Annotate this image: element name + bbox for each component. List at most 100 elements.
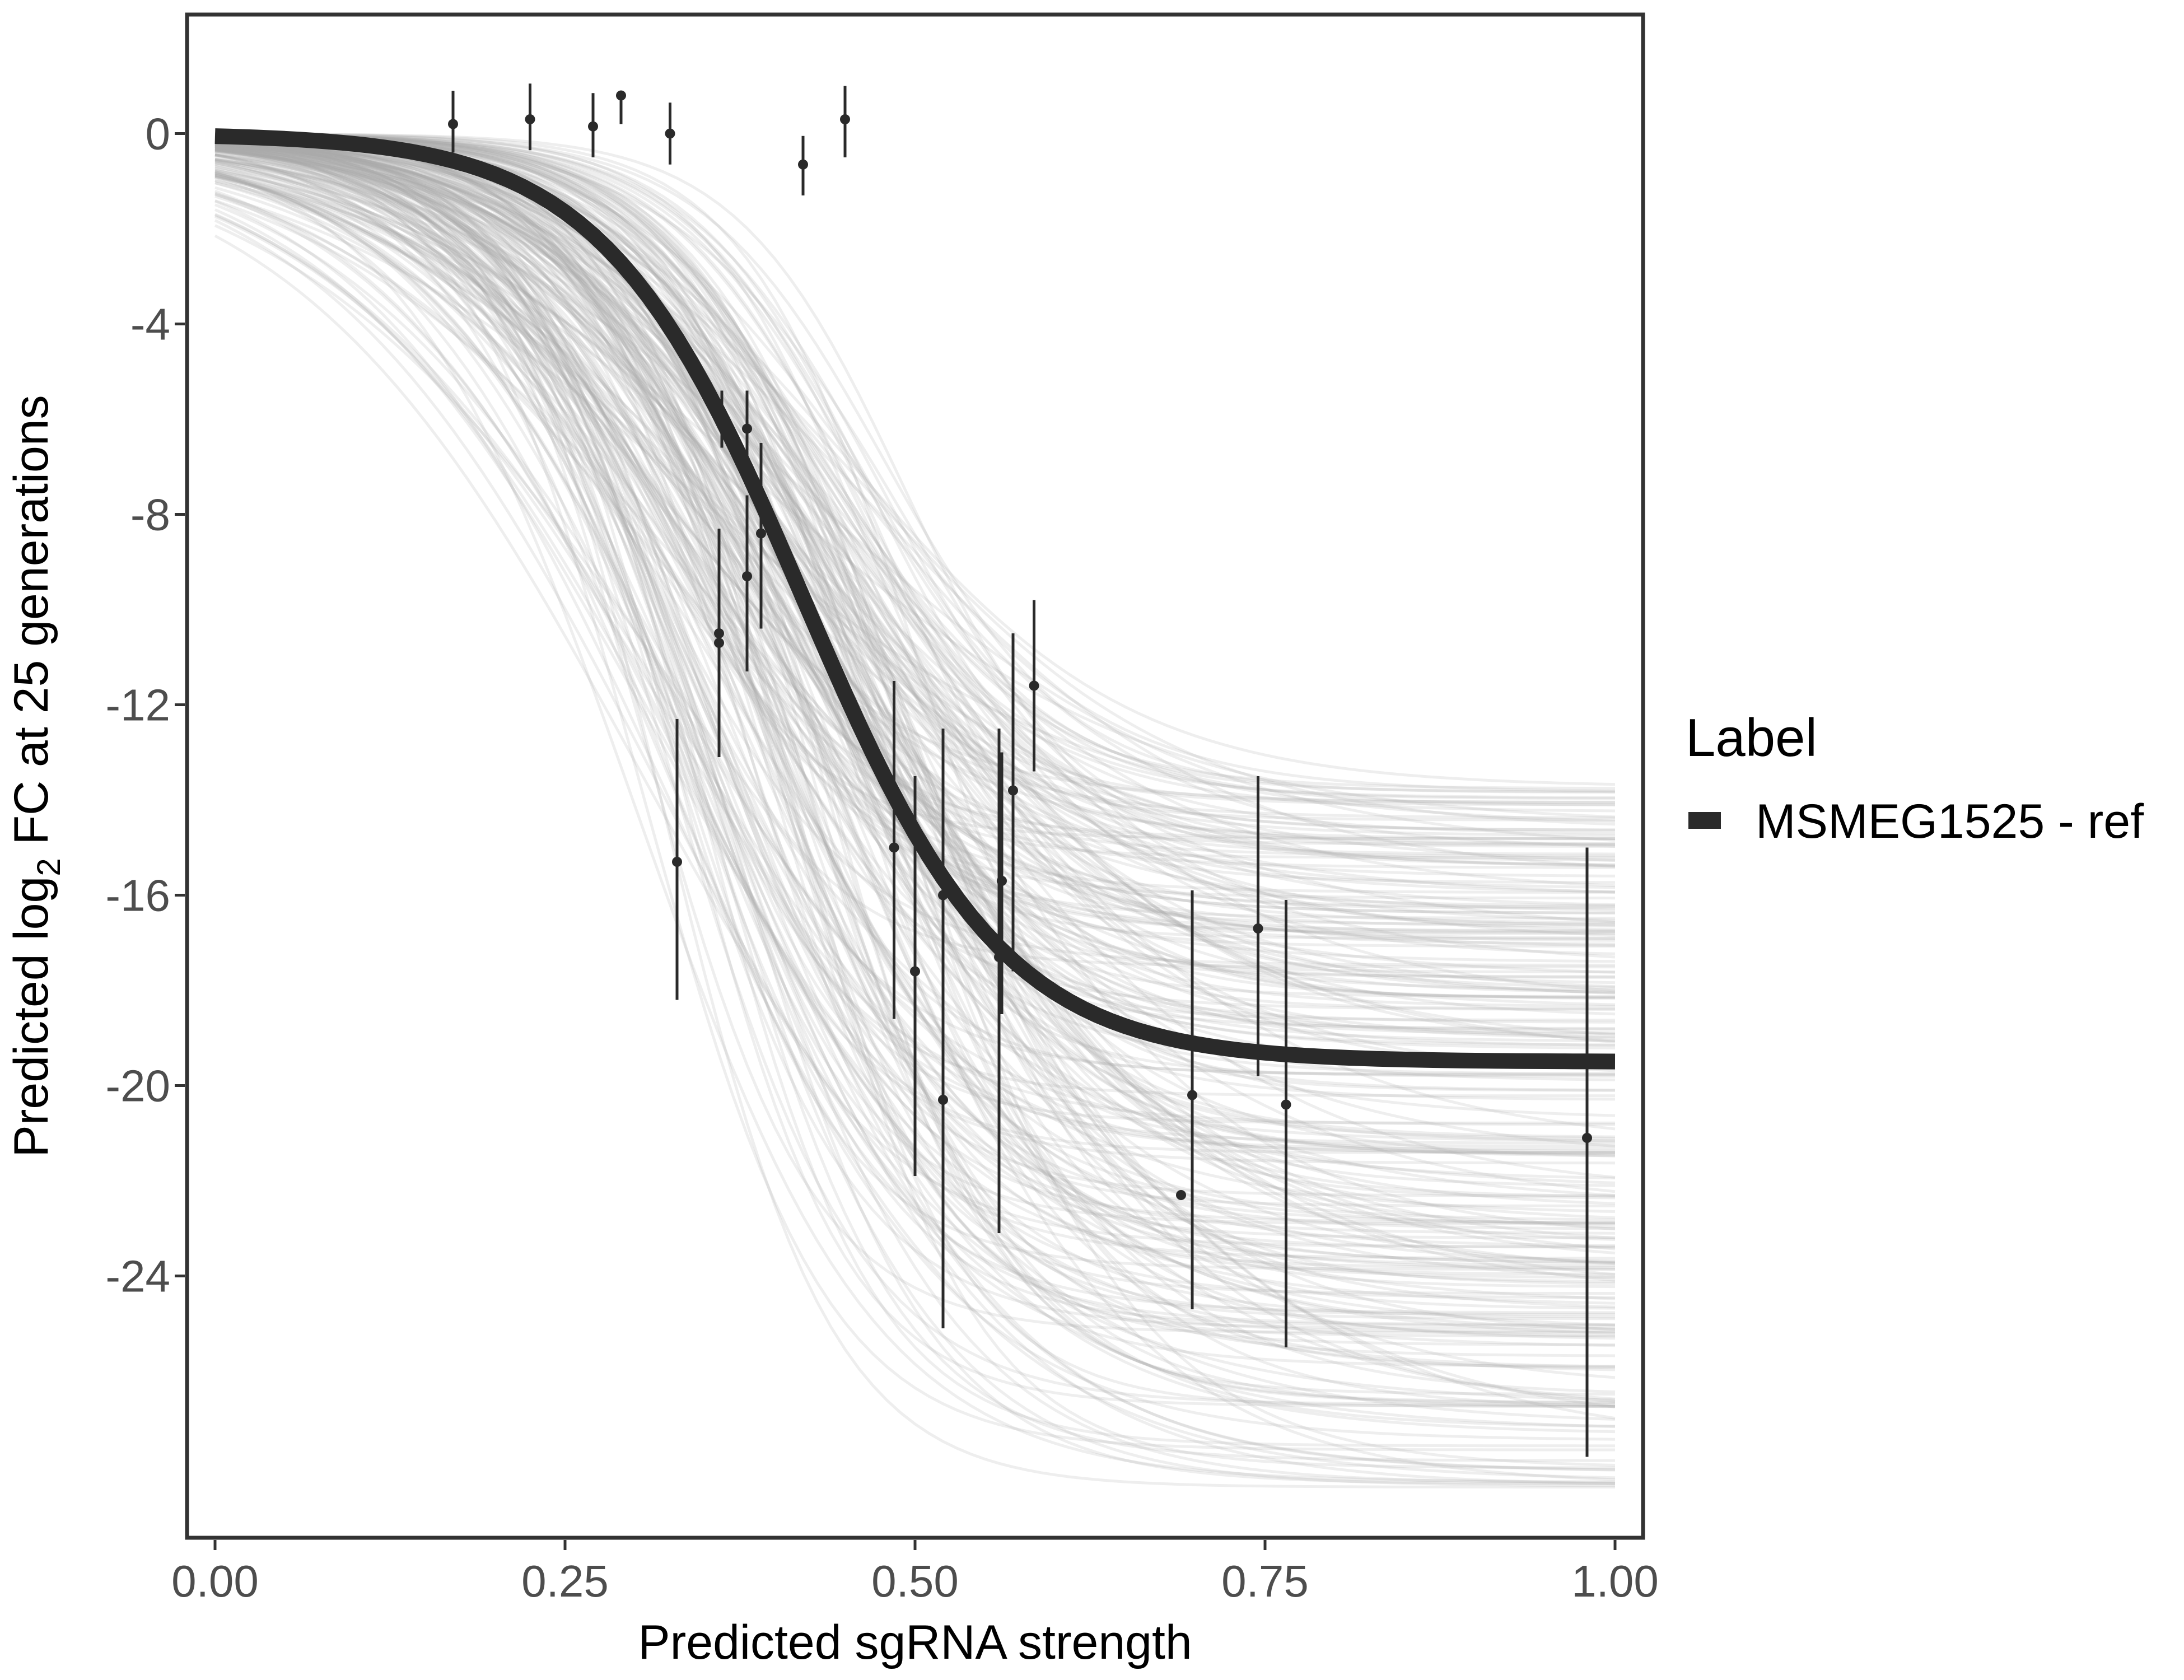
- posterior-draw-line: [214, 133, 1615, 933]
- posterior-draw-line: [214, 133, 1616, 856]
- data-point: [448, 91, 458, 153]
- y-tick-label: -24: [105, 1252, 170, 1301]
- posterior-draw-line: [215, 132, 1615, 846]
- x-tick-label: 1.00: [1571, 1556, 1659, 1606]
- point-marker: [742, 423, 752, 434]
- data-point: [525, 83, 535, 151]
- posterior-draw-line: [214, 133, 1615, 1010]
- point-marker: [717, 419, 727, 429]
- posterior-draw-line: [214, 139, 1615, 1334]
- posterior-draw-line: [214, 143, 1616, 1406]
- data-points: [448, 83, 1592, 1457]
- posterior-draw-line: [214, 133, 1615, 804]
- posterior-draw-line: [214, 147, 1616, 988]
- posterior-draw-line: [214, 132, 1616, 794]
- posterior-draw-line: [214, 169, 1616, 1044]
- point-marker: [938, 1095, 948, 1105]
- posterior-draw-line: [214, 134, 1616, 931]
- data-point: [840, 86, 850, 157]
- point-marker: [756, 528, 766, 539]
- posterior-draw-line: [214, 133, 1616, 1310]
- posterior-draw-line: [214, 158, 1616, 1179]
- posterior-draw-line: [214, 134, 1616, 799]
- point-marker: [672, 857, 682, 867]
- posterior-draw-line: [214, 133, 1615, 907]
- point-marker: [1582, 1133, 1592, 1143]
- posterior-draw-line: [214, 169, 1616, 959]
- posterior-draw-line: [214, 140, 1615, 1485]
- legend-swatch: [1688, 812, 1721, 829]
- point-marker: [910, 966, 920, 977]
- posterior-draw-line: [214, 181, 1616, 862]
- point-marker: [616, 90, 626, 101]
- point-marker: [889, 842, 899, 853]
- data-point: [756, 443, 766, 629]
- point-marker: [742, 571, 752, 581]
- point-marker: [938, 890, 948, 900]
- data-point: [714, 543, 724, 753]
- posterior-draw-line: [214, 133, 1616, 1092]
- posterior-draw-line: [214, 153, 1616, 888]
- posterior-draw-line: [214, 166, 1616, 893]
- posterior-draw-line: [214, 179, 1616, 894]
- y-axis: 0 -4 -8 -12 -16 -20 -24: [105, 109, 185, 1301]
- data-point: [910, 776, 920, 1176]
- posterior-draw-line: [214, 134, 1616, 1198]
- posterior-draw-line: [214, 137, 1615, 1408]
- posterior-draw-line: [214, 138, 1615, 1488]
- point-marker: [840, 114, 850, 124]
- posterior-draw-line: [214, 142, 1616, 924]
- data-point: [1281, 900, 1291, 1347]
- point-marker: [525, 114, 535, 124]
- posterior-draw-line: [214, 176, 1616, 937]
- data-point: [742, 390, 752, 486]
- plot-frame: [185, 12, 1645, 1540]
- posterior-draw-line: [214, 160, 1616, 1472]
- posterior-draw-line: [214, 166, 1616, 842]
- posterior-draw-line: [214, 176, 1616, 1441]
- x-tick-label: 0.00: [171, 1556, 259, 1606]
- posterior-draw-line: [214, 139, 1615, 1271]
- posterior-draw-line: [214, 143, 1616, 819]
- posterior-draw-line: [214, 150, 1616, 1240]
- y-axis-title-prefix: Predicted log: [4, 876, 58, 1158]
- y-axis-title: Predicted log2 FC at 25 generations: [4, 395, 67, 1157]
- point-marker: [1187, 1090, 1197, 1100]
- point-marker: [665, 128, 675, 139]
- y-axis-title-suffix: FC at 25 generations: [4, 395, 58, 858]
- point-marker: [1029, 680, 1039, 691]
- posterior-draw-line: [214, 133, 1616, 1284]
- posterior-draw-line: [214, 199, 1616, 1480]
- posterior-draw-line: [214, 148, 1616, 995]
- posterior-draw-line: [214, 153, 1615, 804]
- posterior-draw-line: [214, 140, 1616, 1071]
- legend-title: Label: [1686, 708, 1817, 768]
- posterior-draw-line: [214, 158, 1616, 1131]
- posterior-draw-line: [214, 140, 1616, 848]
- data-point: [997, 752, 1007, 1014]
- posterior-draw-line: [214, 133, 1615, 926]
- posterior-draw-line: [214, 133, 1616, 1285]
- posterior-draw-line: [214, 139, 1615, 1462]
- posterior-draw-line: [214, 139, 1615, 1327]
- posterior-draw-line: [214, 141, 1616, 942]
- legend-label: MSMEG1525 - ref: [1756, 795, 2144, 848]
- posterior-draw-line: [214, 150, 1616, 1072]
- posterior-draw-line: [214, 133, 1616, 790]
- posterior-draw-line: [214, 234, 1616, 1402]
- point-marker: [588, 121, 598, 132]
- posterior-draw-line: [214, 219, 1616, 1428]
- posterior-draw-line: [214, 133, 1615, 1031]
- posterior-draw-line: [214, 139, 1616, 906]
- posterior-draw-line: [214, 143, 1616, 1231]
- point-marker: [798, 159, 808, 170]
- point-marker: [714, 638, 724, 648]
- posterior-draw-line: [214, 165, 1616, 1471]
- posterior-draw-line: [214, 140, 1616, 837]
- posterior-draw-line: [214, 139, 1616, 867]
- posterior-draw-line: [214, 150, 1616, 992]
- posterior-draw-line: [214, 139, 1616, 994]
- posterior-draw-line: [214, 141, 1615, 1330]
